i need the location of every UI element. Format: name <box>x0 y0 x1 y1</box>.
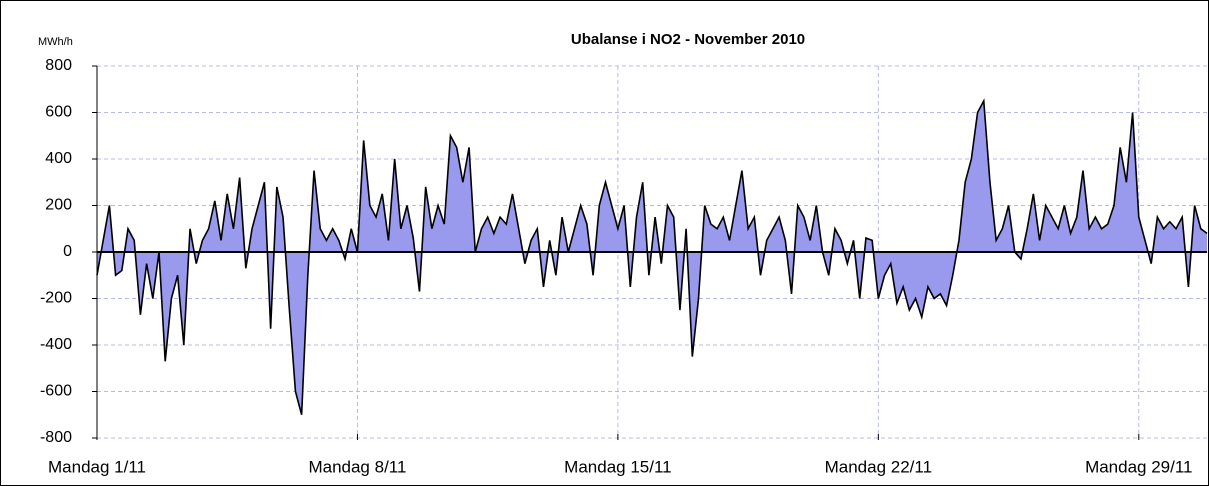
y-tick-label: -600 <box>40 383 72 400</box>
x-tick-label: Mandag 29/11 <box>1085 457 1192 476</box>
x-tick-label: Mandag 8/11 <box>308 457 406 476</box>
y-tick-label: 600 <box>45 104 72 121</box>
y-tick-label: -400 <box>40 336 72 353</box>
x-tick-label: Mandag 22/11 <box>825 457 932 476</box>
y-tick-label: 400 <box>45 150 72 167</box>
y-tick-label: 800 <box>45 57 72 74</box>
y-tick-label: -800 <box>40 429 72 446</box>
y-tick-label: -200 <box>40 290 72 307</box>
x-tick-label: Mandag 15/11 <box>564 457 671 476</box>
y-tick-label: 0 <box>63 243 72 260</box>
y-tick-label: 200 <box>45 197 72 214</box>
chart-title: Ubalanse i NO2 - November 2010 <box>571 31 805 48</box>
line <box>96 98 1208 415</box>
x-tick-label: Mandag 1/11 <box>48 457 146 476</box>
y-axis-label: MWh/h <box>38 36 73 48</box>
